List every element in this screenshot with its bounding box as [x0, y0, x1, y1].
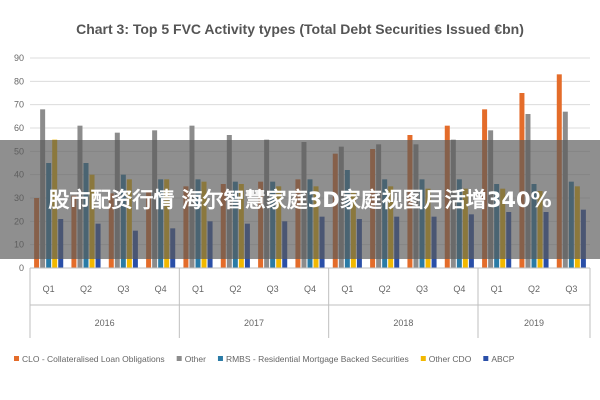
x-tick-label: Q2 [379, 284, 391, 294]
x-group-label: 2016 [95, 318, 115, 328]
legend-label: ABCP [491, 354, 514, 364]
legend-swatch [420, 356, 426, 361]
x-axis: Q1 Q2 Q3 Q4 Q1 Q2 Q3 Q4 Q1 Q2 Q3 Q4 Q1 Q2 Q3 2016 2017 20… [29, 267, 591, 338]
x-tick-label: Q4 [453, 284, 465, 294]
legend-swatch [176, 356, 182, 361]
legend-swatch [14, 356, 19, 361]
x-tick-label: Q3 [565, 284, 577, 294]
x-tick-label: Q3 [267, 284, 279, 294]
x-tick-label: Q2 [528, 284, 540, 294]
x-tick-label: Q1 [491, 284, 503, 294]
headline-text: 股市配资行情 海尔智慧家庭3D家庭视图月活增340% [48, 187, 552, 212]
x-group-label: 2018 [393, 318, 413, 328]
x-tick-label: Q1 [192, 284, 204, 294]
x-tick-label: Q3 [117, 284, 129, 294]
x-tick-label: Q1 [43, 284, 55, 294]
legend-swatch [483, 356, 489, 361]
x-tick-label: Q4 [304, 284, 316, 294]
x-group-label: 2017 [244, 318, 264, 328]
chart-title: Chart 3: Top 5 FVC Activity types (Total… [76, 21, 524, 37]
y-tick-label: 0 [19, 263, 24, 273]
legend: CLO - Collateralised Loan Obligations Oth… [14, 354, 515, 364]
y-tick-label: 80 [14, 76, 24, 86]
legend-label: CLO - Collateralised Loan Obligations [22, 354, 165, 364]
x-tick-label: Q2 [229, 284, 241, 294]
y-tick-label: 60 [14, 123, 24, 133]
headline-overlay: 股市配资行情 海尔智慧家庭3D家庭视图月活增340% [0, 140, 600, 259]
legend-swatch [217, 356, 223, 361]
x-tick-label: Q1 [341, 284, 353, 294]
x-tick-label: Q2 [80, 284, 92, 294]
legend-label: Other CDO [429, 354, 472, 364]
x-group-label: 2019 [524, 318, 544, 328]
legend-label: RMBS - Residential Mortgage Backed Secur… [226, 354, 409, 364]
y-tick-label: 90 [14, 53, 24, 63]
legend-label: Other [185, 354, 206, 364]
x-tick-label: Q4 [155, 284, 167, 294]
x-tick-label: Q3 [416, 284, 428, 294]
y-tick-label: 70 [14, 100, 24, 110]
